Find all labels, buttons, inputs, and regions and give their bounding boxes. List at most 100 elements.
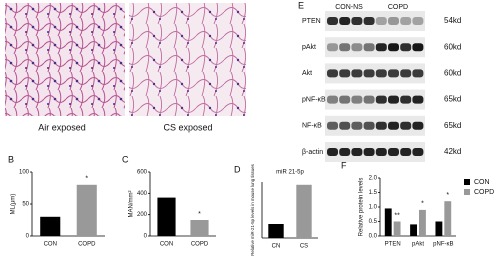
blot-strip xyxy=(325,115,425,136)
blot-band xyxy=(327,69,338,78)
blot-band xyxy=(412,69,424,78)
y-tick-label: 0.0 xyxy=(369,234,378,240)
significance-mark: * xyxy=(85,176,88,183)
blot-strip xyxy=(325,142,425,162)
x-tick-label: CON xyxy=(44,242,57,248)
blot-band xyxy=(351,17,363,25)
image-caption: Air exposed xyxy=(38,122,86,132)
y-axis-label: MAN/mm² xyxy=(129,191,135,218)
y-tick-label: 0 xyxy=(144,234,148,240)
y-tick-label: 600 xyxy=(137,170,148,176)
y-tick-label: 50 xyxy=(22,202,29,208)
blot-band xyxy=(412,148,424,156)
x-tick-label: CON xyxy=(160,242,173,248)
blot-band xyxy=(363,69,375,78)
y-axis-label: ML(μm) xyxy=(11,194,17,215)
y-axis-label: Relative miR-21-5p levels in mouse lung … xyxy=(250,164,255,255)
significance-mark: * xyxy=(446,192,449,199)
y-tick-label: 1.0 xyxy=(369,205,378,211)
y-tick-label: 200 xyxy=(137,212,148,218)
group-label: COPD xyxy=(388,4,408,11)
blot-band xyxy=(363,95,375,104)
legend-swatch xyxy=(464,189,470,195)
blot-band xyxy=(375,121,387,130)
blot-band xyxy=(388,17,399,25)
bar xyxy=(435,221,443,236)
protein-label: NF-κB xyxy=(302,123,322,130)
y-tick-label: 0.5 xyxy=(369,219,378,225)
blot-band xyxy=(388,121,399,130)
group-label: CON-NS xyxy=(335,4,363,11)
bar xyxy=(296,184,312,238)
image-caption: CS exposed xyxy=(163,122,212,132)
blot-band xyxy=(400,148,412,156)
blot-band xyxy=(339,148,351,156)
blot-band xyxy=(375,43,387,52)
blot-band xyxy=(351,121,363,130)
significance-mark: ** xyxy=(394,212,400,219)
significance-mark: * xyxy=(198,211,201,218)
y-tick-label: 100 xyxy=(19,170,30,176)
bar xyxy=(40,216,61,236)
blot-band xyxy=(388,69,399,78)
protein-label: pNF-κB xyxy=(302,96,326,103)
y-tick-label: 0 xyxy=(26,234,30,240)
blot-band xyxy=(388,148,399,156)
blot-band xyxy=(327,17,338,25)
blot-band xyxy=(400,69,412,78)
protein-label: PTEN xyxy=(302,18,321,25)
bar xyxy=(190,220,209,236)
bar xyxy=(268,224,284,238)
y-tick-label: 1.5 xyxy=(369,190,378,196)
blot-band xyxy=(363,148,375,156)
x-tick-label: CS xyxy=(300,244,308,250)
protein-label: pAkt xyxy=(302,44,316,51)
legend-swatch xyxy=(464,179,470,185)
blot-band xyxy=(363,121,375,130)
blot-strip xyxy=(325,89,425,110)
blot-band xyxy=(327,95,338,104)
x-tick-label: PTEN xyxy=(385,242,401,248)
size-label: 65kd xyxy=(444,121,461,130)
blot-band xyxy=(400,43,412,52)
blot-band xyxy=(400,121,412,130)
y-axis-label: Relative protein levels xyxy=(359,178,365,237)
blot-band xyxy=(375,95,387,104)
chart-title: miR 21-5p xyxy=(276,170,304,176)
legend-label: CON xyxy=(474,179,490,186)
blot-band xyxy=(412,95,424,104)
bar xyxy=(157,197,176,236)
panel-label: B xyxy=(8,154,14,164)
size-label: 65kd xyxy=(444,95,461,104)
size-label: 54kd xyxy=(444,16,461,25)
blot-strip xyxy=(325,37,425,58)
blot-band xyxy=(327,121,338,130)
blot-band xyxy=(412,121,424,130)
blot-band xyxy=(388,43,399,52)
blot-band xyxy=(327,148,338,156)
bar xyxy=(76,184,97,236)
blot-band xyxy=(351,43,363,52)
histology-image xyxy=(129,3,246,116)
legend-label: COPD xyxy=(474,189,494,196)
protein-label: β-actin xyxy=(302,149,323,156)
significance-mark: * xyxy=(421,201,424,208)
x-tick-label: CN xyxy=(272,244,281,250)
blot-band xyxy=(339,43,351,52)
blot-strip xyxy=(325,11,425,31)
blot-band xyxy=(339,121,351,130)
blot-band xyxy=(339,69,351,78)
panel-label: D xyxy=(234,164,241,174)
x-tick-label: pNF-κB xyxy=(433,242,453,248)
size-label: 42kd xyxy=(444,147,461,156)
blot-strip xyxy=(325,63,425,84)
protein-label: Akt xyxy=(302,70,312,77)
panel-label: E xyxy=(298,0,304,10)
blot-band xyxy=(351,148,363,156)
blot-band xyxy=(351,95,363,104)
size-label: 60kd xyxy=(444,42,461,51)
blot-band xyxy=(375,148,387,156)
blot-band xyxy=(363,43,375,52)
bar xyxy=(384,208,392,236)
panel-label: C xyxy=(122,154,129,164)
